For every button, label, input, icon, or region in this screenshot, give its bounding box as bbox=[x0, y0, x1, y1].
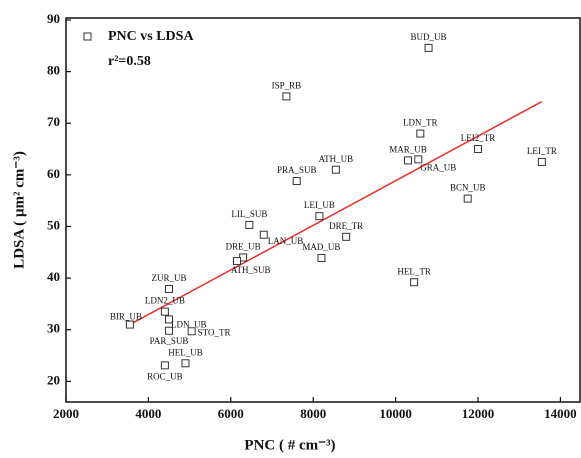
y-tick-label: 40 bbox=[47, 269, 60, 284]
point-label: ISP_RB bbox=[272, 80, 302, 90]
data-point bbox=[282, 92, 291, 101]
point-label: LAN_UB bbox=[268, 236, 304, 246]
data-point bbox=[424, 43, 433, 52]
data-point bbox=[474, 145, 482, 154]
point-label: PRA_SUB bbox=[277, 165, 317, 175]
point-label: LEI_TR bbox=[527, 146, 557, 156]
point-label: HEL_UB bbox=[168, 347, 203, 357]
data-point bbox=[331, 165, 340, 174]
data-point bbox=[125, 320, 134, 329]
y-tick-label: 80 bbox=[47, 63, 60, 78]
data-point bbox=[292, 177, 301, 186]
data-point bbox=[232, 257, 241, 266]
point-label: HEL_TR bbox=[397, 266, 431, 276]
point-label: DRE_TR bbox=[329, 221, 363, 231]
data-point bbox=[315, 212, 324, 221]
data-point bbox=[165, 284, 173, 293]
x-tick-label: 4000 bbox=[135, 406, 161, 421]
point-label: ROC_UB bbox=[147, 371, 183, 381]
x-tick-label: 10000 bbox=[379, 406, 412, 421]
point-label: PAR_SUB bbox=[150, 336, 189, 346]
legend-label: PNC vs LDSA bbox=[108, 29, 194, 44]
fit-line bbox=[129, 100, 543, 326]
data-point bbox=[403, 156, 412, 165]
data-point bbox=[259, 230, 268, 239]
y-tick-label: 70 bbox=[47, 114, 60, 129]
data-point bbox=[181, 359, 190, 368]
data-point bbox=[463, 194, 472, 203]
point-label: ATH_UB bbox=[319, 154, 354, 164]
point-label: GRA_UB bbox=[420, 162, 456, 172]
data-point bbox=[165, 315, 173, 324]
data-point bbox=[537, 157, 546, 166]
point-label: BCN_UB bbox=[450, 183, 486, 193]
y-tick-label: 90 bbox=[47, 11, 60, 26]
data-point bbox=[165, 326, 173, 335]
data-point bbox=[410, 278, 419, 287]
plot-frame bbox=[65, 17, 581, 403]
x-tick-label: 8000 bbox=[300, 406, 326, 421]
point-label: STO_TR bbox=[198, 327, 231, 337]
annotation: r²=0.58 bbox=[108, 54, 151, 69]
data-point bbox=[160, 361, 169, 370]
y-tick-label: 50 bbox=[47, 217, 60, 232]
point-label: BIR_UB bbox=[110, 312, 142, 322]
point-label: MAD_UB bbox=[302, 242, 340, 252]
y-tick-label: 60 bbox=[47, 166, 60, 181]
point-label: LEI_UB bbox=[304, 200, 335, 210]
y-tick-label: 20 bbox=[47, 372, 60, 387]
point-label: LIL_SUB bbox=[231, 209, 267, 219]
y-tick-label: 30 bbox=[47, 321, 60, 336]
x-tick-label: 6000 bbox=[218, 406, 244, 421]
data-point bbox=[160, 307, 169, 316]
data-point bbox=[187, 327, 196, 336]
x-tick-label: 2000 bbox=[53, 406, 79, 421]
point-label: LDN_UB bbox=[171, 319, 207, 329]
data-point bbox=[245, 220, 254, 229]
point-label: DRE_UB bbox=[226, 242, 261, 252]
x-tick-label: 14000 bbox=[544, 406, 577, 421]
point-label: LDN2_UB bbox=[145, 296, 185, 306]
data-point bbox=[416, 129, 425, 138]
point-label: LEI2_TR bbox=[461, 133, 496, 143]
point-label: MAR_UB bbox=[389, 144, 427, 154]
data-point bbox=[414, 155, 423, 164]
point-label: BUD_UB bbox=[411, 32, 447, 42]
x-tick-label: 12000 bbox=[462, 406, 495, 421]
legend-marker bbox=[83, 32, 92, 41]
x-axis-label: PNC ( # cm⁻³) bbox=[244, 437, 335, 453]
point-label: LDN_TR bbox=[403, 118, 438, 128]
y-axis-label: LDSA ( µm² cm⁻³) bbox=[11, 151, 27, 269]
data-point bbox=[317, 253, 326, 262]
point-label: ATH_SUB bbox=[231, 265, 271, 275]
data-point bbox=[342, 232, 351, 241]
point-label: ZUR_UB bbox=[151, 273, 186, 283]
